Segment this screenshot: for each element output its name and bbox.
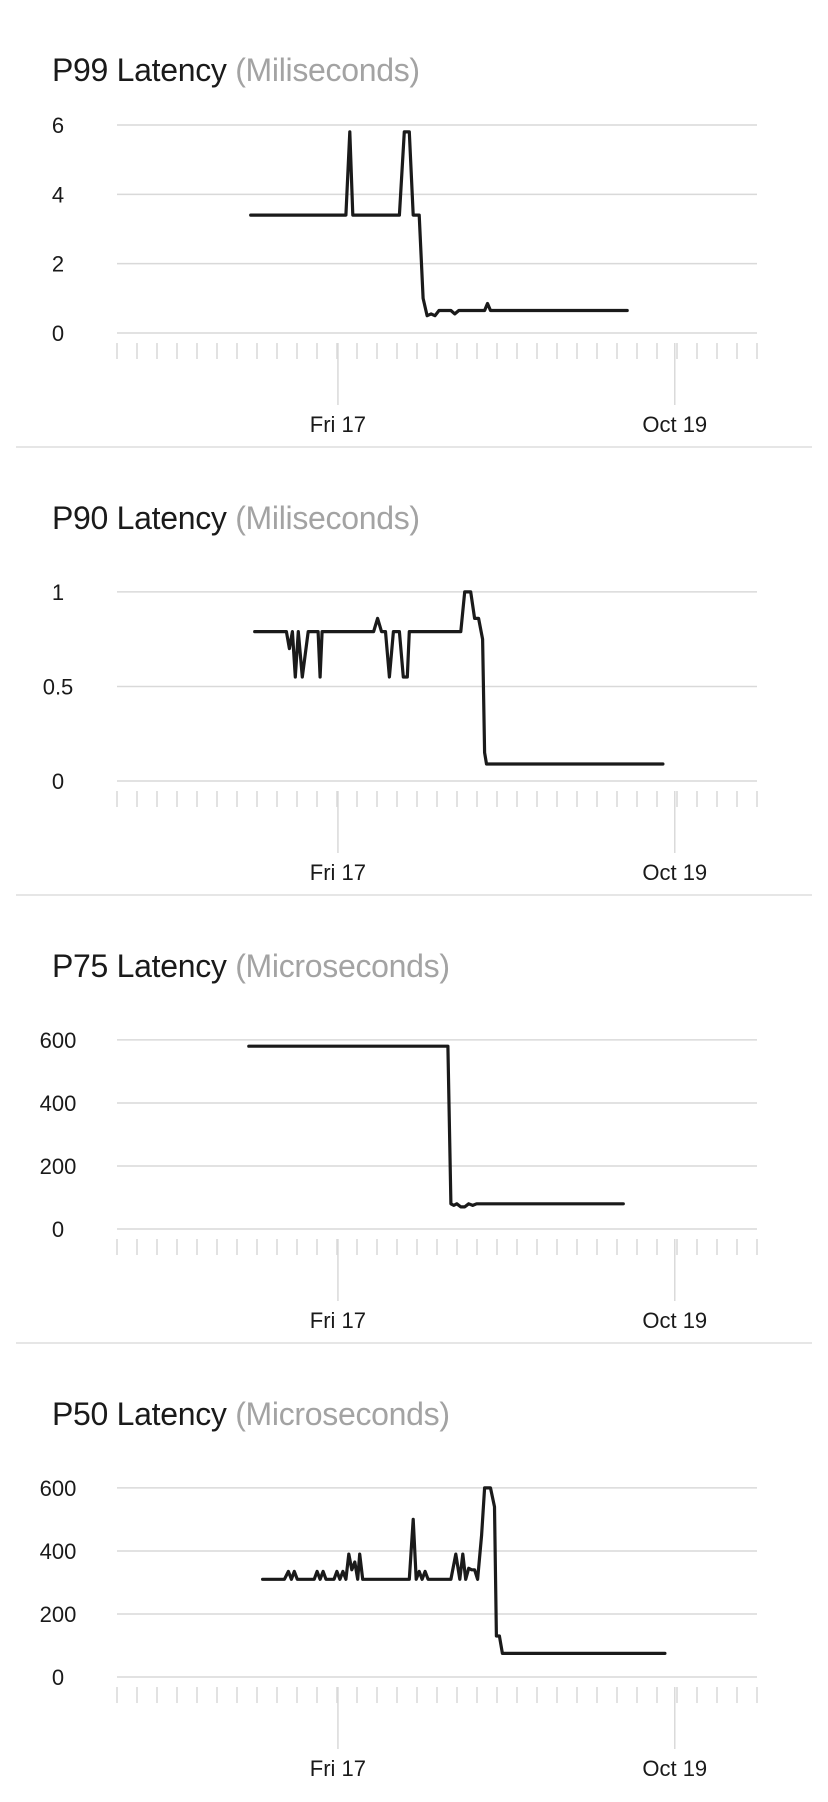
- chart-panel-p50: P50 Latency (Microseconds) 600 400 200 0 Fri…: [0, 1344, 828, 1802]
- series-line: [249, 130, 629, 318]
- line-chart-p90: 1 0.5 0 Fri 17 Oct 19: [43, 580, 758, 885]
- panel-divider: [16, 1342, 812, 1344]
- series-line: [247, 1044, 625, 1209]
- line-chart-p75: 600 400 200 0 Fri 17 Oct 19: [40, 1028, 758, 1333]
- x-tick-label: Fri 17: [310, 1308, 366, 1333]
- line-chart-p50: 600 400 200 0 Fri 17 Oct 19: [40, 1476, 758, 1781]
- y-tick-label: 0: [52, 1217, 64, 1242]
- chart-title-text: P50 Latency: [52, 1396, 227, 1432]
- chart-title: P99 Latency (Miliseconds): [52, 52, 420, 89]
- y-tick-label: 4: [52, 182, 64, 207]
- chart-unit-text: (Microseconds): [235, 1396, 450, 1432]
- y-tick-label: 600: [40, 1028, 77, 1053]
- y-tick-label: 0.5: [43, 674, 74, 699]
- y-tick-label: 0: [52, 1665, 64, 1690]
- chart-unit-text: (Miliseconds): [235, 52, 420, 88]
- y-tick-label: 200: [40, 1602, 77, 1627]
- x-tick-label: Fri 17: [310, 860, 366, 885]
- chart-panel-p90: P90 Latency (Miliseconds) 1 0.5 0 Fri 17 Oct…: [0, 448, 828, 896]
- x-tick-label: Oct 19: [642, 1756, 707, 1781]
- chart-title: P75 Latency (Microseconds): [52, 948, 450, 985]
- y-tick-label: 2: [52, 252, 64, 277]
- chart-title-text: P75 Latency: [52, 948, 227, 984]
- x-tick-label: Fri 17: [310, 1756, 366, 1781]
- chart-panel-p75: P75 Latency (Microseconds) 600 400 200 0 Fri…: [0, 896, 828, 1344]
- x-tick-label: Oct 19: [642, 1308, 707, 1333]
- y-tick-label: 400: [40, 1091, 77, 1116]
- y-tick-label: 1: [52, 580, 64, 605]
- x-tick-label: Oct 19: [642, 860, 707, 885]
- x-tick-label: Fri 17: [310, 412, 366, 437]
- y-tick-label: 6: [52, 113, 64, 138]
- panel-divider: [16, 894, 812, 896]
- line-chart-p99: 6 4 2 0 Fri 17 Oct 19: [52, 113, 758, 437]
- x-tick-label: Oct 19: [642, 412, 707, 437]
- y-tick-label: 0: [52, 769, 64, 794]
- chart-title-text: P90 Latency: [52, 500, 227, 536]
- panel-divider: [16, 446, 812, 448]
- y-tick-label: 600: [40, 1476, 77, 1501]
- series-line: [261, 1486, 667, 1655]
- chart-title: P90 Latency (Miliseconds): [52, 500, 420, 537]
- y-tick-label: 400: [40, 1539, 77, 1564]
- chart-unit-text: (Microseconds): [235, 948, 450, 984]
- chart-unit-text: (Miliseconds): [235, 500, 420, 536]
- chart-title-text: P99 Latency: [52, 52, 227, 88]
- series-line: [253, 590, 665, 766]
- y-tick-label: 200: [40, 1154, 77, 1179]
- chart-title: P50 Latency (Microseconds): [52, 1396, 450, 1433]
- chart-panel-p99: P99 Latency (Miliseconds) 6 4 2 0 Fri 17 Oct …: [0, 0, 828, 448]
- y-tick-label: 0: [52, 321, 64, 346]
